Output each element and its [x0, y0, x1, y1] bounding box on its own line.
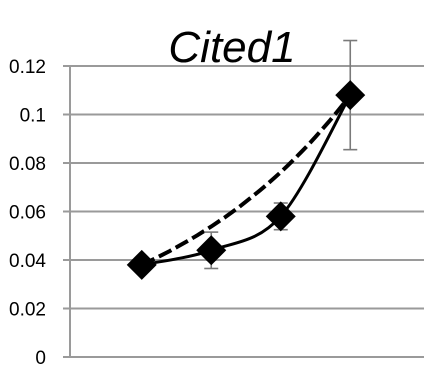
data-points	[126, 80, 366, 280]
data-point-diamond	[335, 80, 366, 111]
gridlines	[70, 65, 424, 310]
data-point-diamond	[196, 235, 227, 266]
y-tick-label: 0.02	[9, 300, 46, 321]
y-tick-label: 0	[35, 348, 46, 367]
y-tick-label: 0.12	[9, 57, 46, 78]
series-line	[141, 94, 352, 267]
trendline	[140, 93, 352, 267]
y-tick-label: 0.06	[9, 203, 46, 224]
y-tick-labels: 0 0.02 0.04 0.06 0.08 0.1 0.12	[9, 57, 46, 369]
y-tick-label: 0.08	[9, 154, 46, 175]
data-point-diamond	[265, 201, 296, 232]
data-point-diamond	[126, 249, 157, 280]
y-tick-label: 0.04	[9, 251, 46, 272]
trendlines	[140, 93, 352, 267]
y-tick-label: 0.1	[20, 106, 46, 127]
chart-title: Cited1	[168, 23, 295, 72]
error-bars	[204, 39, 358, 270]
axes	[63, 65, 424, 358]
